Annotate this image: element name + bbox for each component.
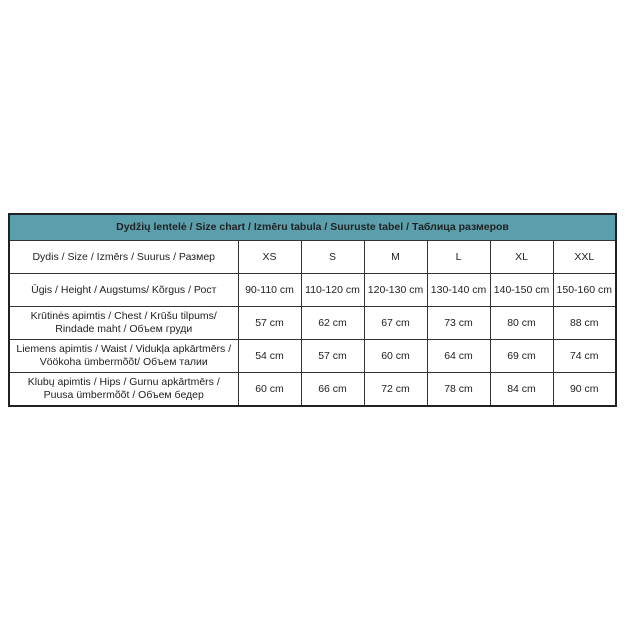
size-chart-table: Dydžių lentelė / Size chart / Izmēru tab… [8,213,617,407]
table-cell: 150-160 cm [552,273,617,307]
table-cell: XS [237,240,302,274]
table-cell: 69 cm [489,339,554,373]
table-cell: 60 cm [363,339,428,373]
table-cell: 60 cm [237,372,302,407]
table-cell: 130-140 cm [426,273,491,307]
table-cell: 90-110 cm [237,273,302,307]
table-cell: 64 cm [426,339,491,373]
table-cell: 72 cm [363,372,428,407]
table-cell: 140-150 cm [489,273,554,307]
row-label: Krūtinės apimtis / Chest / Krūšu tilpums… [8,306,239,340]
table-cell: 62 cm [300,306,365,340]
table-cell: 66 cm [300,372,365,407]
table-cell: 54 cm [237,339,302,373]
table-cell: 78 cm [426,372,491,407]
table-cell: M [363,240,428,274]
table-title: Dydžių lentelė / Size chart / Izmēru tab… [8,213,617,241]
table-row: Ūgis / Height / Augstums/ Kõrgus / Рост 9… [8,273,617,307]
table-cell: 57 cm [237,306,302,340]
table-cell: XL [489,240,554,274]
table-row: Klubų apimtis / Hips / Gurnu apkārtmērs … [8,372,617,407]
row-label: Klubų apimtis / Hips / Gurnu apkārtmērs … [8,372,239,407]
table-cell: 120-130 cm [363,273,428,307]
table-cell: 110-120 cm [300,273,365,307]
table-cell: 57 cm [300,339,365,373]
table-row: Liemens apimtis / Waist / Vidukļa apkārt… [8,339,617,373]
table-cell: 90 cm [552,372,617,407]
row-label: Ūgis / Height / Augstums/ Kõrgus / Рост [8,273,239,307]
table-cell: 67 cm [363,306,428,340]
table-cell: 73 cm [426,306,491,340]
table-cell: 84 cm [489,372,554,407]
table-row: Krūtinės apimtis / Chest / Krūšu tilpums… [8,306,617,340]
table-cell: XXL [552,240,617,274]
table-cell: S [300,240,365,274]
table-cell: 88 cm [552,306,617,340]
table-cell: L [426,240,491,274]
row-label: Dydis / Size / Izmērs / Suurus / Размер [8,240,239,274]
table-cell: 80 cm [489,306,554,340]
row-label: Liemens apimtis / Waist / Vidukļa apkārt… [8,339,239,373]
table-row: Dydis / Size / Izmērs / Suurus / Размер X… [8,240,617,274]
table-cell: 74 cm [552,339,617,373]
